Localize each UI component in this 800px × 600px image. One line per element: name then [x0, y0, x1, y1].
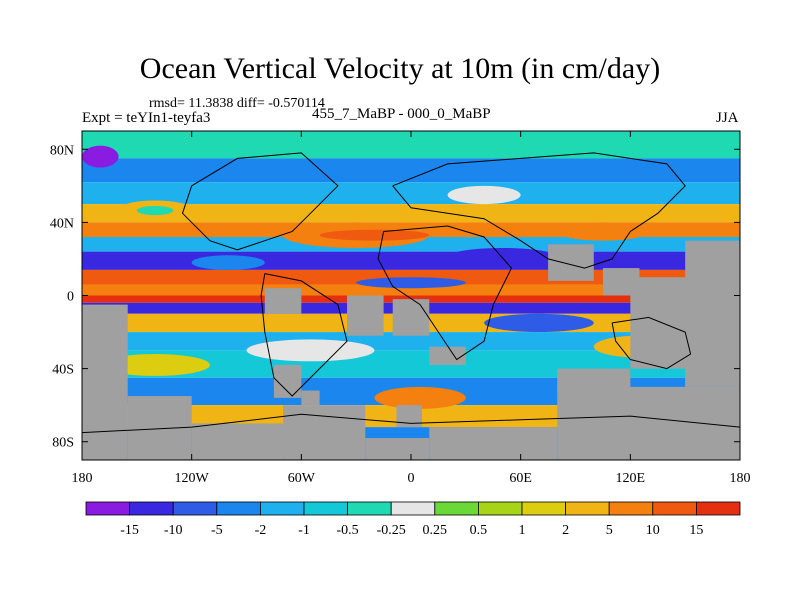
field-patch-12 — [374, 386, 466, 409]
colorbar-label-6: -0.25 — [377, 523, 406, 538]
land-mask-7 — [557, 368, 631, 391]
zonal-band-3 — [82, 204, 740, 223]
continent-outline-5 — [82, 413, 740, 434]
colorbar-swatch-11 — [565, 501, 610, 516]
x-tick-label-2: 60W — [288, 471, 316, 486]
colorbar-label-11: 5 — [606, 523, 613, 538]
y-tick-label-1: 40N — [50, 216, 74, 231]
field-patch-6 — [356, 277, 466, 289]
colorbar-swatch-13 — [652, 501, 697, 516]
zonal-band-8 — [82, 284, 740, 296]
field-patch-10 — [484, 313, 594, 333]
field-patch-9 — [246, 339, 375, 362]
case-label: 455_7_MaBP - 000_0_MaBP — [312, 106, 491, 122]
land-mask-4 — [365, 438, 430, 460]
land-mask-3 — [283, 405, 366, 460]
land-mask-17 — [264, 288, 302, 314]
continent-outline-1 — [260, 273, 348, 397]
x-tick-label-3: 0 — [408, 471, 415, 486]
colorbar-label-10: 2 — [562, 523, 569, 538]
land-mask-10 — [347, 295, 384, 336]
continent-outline-0 — [181, 152, 339, 251]
rmsd-diff-stats: rmsd= 11.3838 diff= -0.570114 — [149, 96, 325, 111]
x-tick-label-4: 60E — [509, 471, 532, 486]
field-patch-8 — [100, 353, 210, 376]
land-mask-13 — [273, 364, 302, 398]
colorbar-swatch-10 — [521, 501, 566, 516]
field-patch-7 — [557, 222, 649, 241]
field-patch-1 — [136, 205, 174, 216]
colorbar-label-1: -10 — [164, 523, 183, 538]
colorbar-label-2: -5 — [211, 523, 223, 538]
y-tick-label-2: 0 — [67, 290, 74, 305]
colorbar-swatch-2 — [172, 501, 218, 516]
land-mask-5 — [429, 427, 558, 460]
colorbar-label-13: 15 — [689, 523, 703, 538]
land-mask-14 — [301, 390, 320, 406]
zonal-band-12 — [82, 332, 740, 351]
land-mask-12 — [429, 346, 466, 365]
field-patch-5 — [191, 255, 265, 270]
land-mask-15 — [548, 244, 594, 281]
land-mask-11 — [392, 299, 430, 336]
field-patch-14 — [82, 145, 119, 168]
season-label: JJA — [716, 110, 739, 126]
x-tick-label-1: 120W — [175, 471, 210, 486]
colorbar-label-5: -0.5 — [337, 523, 359, 538]
continent-outlines — [82, 152, 740, 434]
colorbar-swatch-4 — [259, 501, 305, 516]
x-tick-label-0: 180 — [72, 471, 93, 486]
land-mask-6 — [557, 386, 740, 460]
colorbar-swatch-12 — [608, 501, 654, 516]
land-mask-16 — [602, 268, 640, 296]
colorbar-swatch-9 — [477, 501, 523, 516]
land-mask — [82, 240, 740, 460]
land-mask-2 — [191, 423, 284, 460]
colorbar-label-0: -15 — [120, 523, 139, 538]
continent-outline-3 — [392, 152, 686, 269]
zonal-band-2 — [82, 182, 740, 205]
continent-outline-2 — [377, 225, 513, 361]
colorbar-label-8: 0.5 — [470, 523, 488, 538]
x-tick-label-6: 180 — [730, 471, 751, 486]
y-tick-label-3: 40S — [52, 363, 74, 378]
colorbar-label-7: 0.25 — [423, 523, 448, 538]
colorbar-swatch-8 — [434, 501, 479, 516]
field-patch-13 — [447, 185, 521, 205]
colorbar-swatch-3 — [216, 501, 261, 516]
colorbar-label-3: -2 — [255, 523, 267, 538]
experiment-label: Expt = teYIn1-teyfa3 — [82, 110, 211, 126]
colorbar-label-12: 10 — [646, 523, 660, 538]
colorbar-swatch-6 — [347, 501, 392, 516]
land-mask-18 — [396, 405, 422, 428]
y-tick-label-0: 80N — [50, 143, 74, 158]
colorbar-label-9: 1 — [519, 523, 526, 538]
zonal-band-6 — [82, 251, 740, 270]
chart-title: Ocean Vertical Velocity at 10m (in cm/da… — [139, 52, 661, 85]
land-mask-9 — [630, 277, 704, 369]
colorbar-swatch-7 — [390, 501, 436, 516]
field-patch-3 — [319, 229, 430, 241]
map-axes: 180 120W 60W 0 60E 120E 180 80N 40N 0 40S 80S — [50, 131, 751, 486]
colorbar-swatch-0 — [85, 501, 130, 516]
colorbar-label-4: -1 — [298, 523, 310, 538]
colorbar-swatch-1 — [129, 501, 174, 516]
land-mask-0 — [82, 304, 128, 460]
zonal-band-1 — [82, 158, 740, 183]
colorbar-swatch-14 — [696, 501, 741, 516]
colorbar-swatch-5 — [303, 501, 348, 516]
y-tick-label-4: 80S — [52, 436, 74, 451]
x-tick-label-5: 120E — [616, 471, 646, 486]
colorbar: -15 -10 -5 -2 -1 -0.5 -0.25 0.25 0.5 1 2 5 10 15 — [85, 501, 741, 538]
continent-outline-4 — [611, 316, 692, 370]
